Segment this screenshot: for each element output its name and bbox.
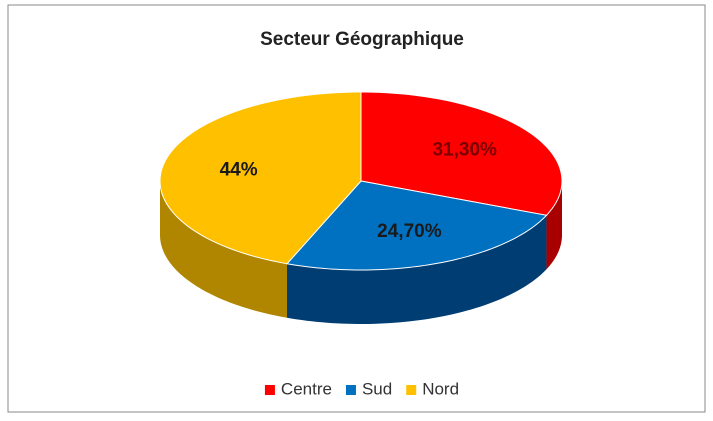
legend-label: Centre xyxy=(281,379,332,398)
slice xyxy=(360,91,563,216)
slice-side xyxy=(287,215,547,324)
slice-side xyxy=(546,181,562,270)
value-label: 24,70% xyxy=(377,221,442,242)
value-label: 31,30% xyxy=(432,139,497,160)
legend-swatch xyxy=(264,385,275,395)
chart-title: Secteur Géographique xyxy=(260,29,464,50)
legend-swatch xyxy=(406,385,417,395)
value-label: 44% xyxy=(220,160,258,181)
legend-swatch xyxy=(345,385,356,395)
slice xyxy=(159,91,362,265)
slice-side xyxy=(160,181,288,318)
slice xyxy=(286,180,548,271)
legend-label: Nord xyxy=(422,379,459,398)
legend-label: Sud xyxy=(362,379,392,398)
